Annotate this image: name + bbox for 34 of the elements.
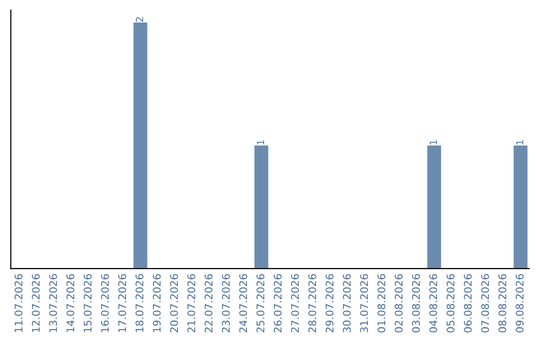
x-tick-label: 16.07.2026 [100, 274, 109, 332]
x-tick-label: 13.07.2026 [49, 274, 58, 332]
data-label: 1 [430, 140, 437, 144]
x-tick-label: 18.07.2026 [136, 274, 144, 332]
x-tick-label: 15.07.2026 [84, 274, 92, 332]
data-label: 1 [256, 140, 264, 144]
x-tick-label: 24.07.2026 [239, 274, 248, 332]
x-tick-label: 03.08.2026 [412, 274, 420, 332]
x-tick-label: 02.08.2026 [394, 274, 403, 332]
x-tick-label: 12.07.2026 [32, 274, 40, 332]
x-tick-label: 28.07.2026 [308, 274, 316, 332]
x-tick-label: 04.08.2026 [429, 274, 438, 332]
x-tick-label: 21.07.2026 [187, 274, 196, 332]
x-tick-label: 14.07.2026 [66, 274, 74, 332]
x-tick-label: 19.07.2026 [152, 274, 161, 332]
x-tick-label: 25.07.2026 [256, 274, 264, 332]
data-label: 1 [516, 140, 524, 144]
x-tick-label: 29.07.2026 [326, 274, 334, 332]
x-tick-label: 07.08.2026 [481, 274, 490, 332]
data-label: 2 [136, 17, 144, 22]
x-tick-label: 08.08.2026 [498, 274, 506, 332]
x-tick-label: 11.07.2026 [14, 274, 22, 332]
x-tick-label: 01.08.2026 [377, 274, 386, 332]
x-tick-label: 27.07.2026 [291, 274, 299, 332]
x-tick-label: 23.07.2026 [222, 274, 230, 332]
x-tick-label: 05.08.2026 [446, 274, 454, 332]
x-tick-label: 06.08.2026 [464, 274, 472, 332]
x-tick-label: 30.07.2026 [342, 274, 351, 332]
x-tick-label: 17.07.2026 [118, 274, 126, 332]
x-tick-label: 26.07.2026 [274, 274, 282, 332]
x-tick-label: 09.08.2026 [516, 274, 524, 332]
x-tick-label: 22.07.2026 [204, 274, 213, 332]
x-tick-label: 20.07.2026 [170, 274, 178, 332]
x-tick-label: 31.07.2026 [360, 274, 368, 332]
